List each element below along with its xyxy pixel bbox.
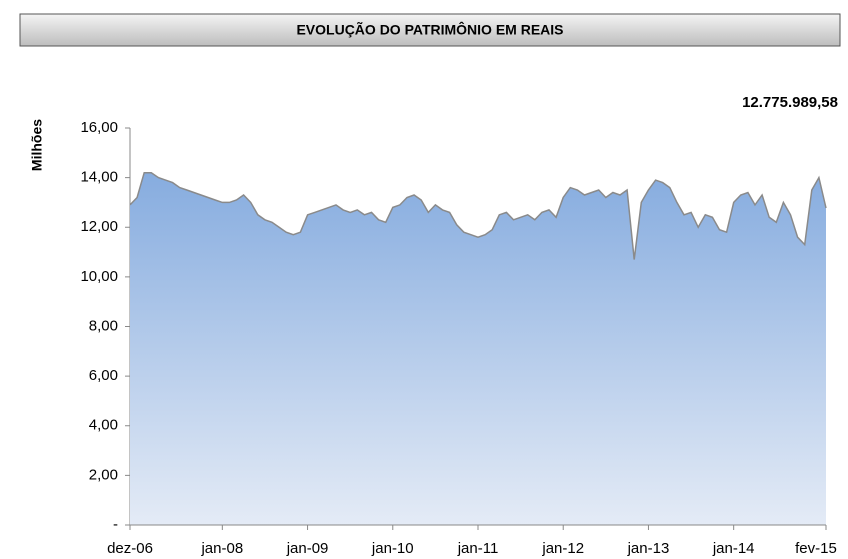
y-axis-label: Milhões [29, 119, 45, 171]
area-line [129, 171, 827, 260]
y-tick-label: 8,00 [89, 317, 118, 334]
y-tick-label: 10,00 [80, 268, 118, 285]
title-bar [19, 13, 841, 47]
y-tick-label: 16,00 [80, 119, 118, 136]
x-tick-label: jan-13 [627, 540, 670, 557]
y-tick-label: 4,00 [89, 417, 118, 434]
x-tick-label: jan-10 [371, 540, 414, 557]
x-tick-label: fev-15 [795, 540, 837, 557]
x-tick-label: jan-09 [286, 540, 329, 557]
y-tick-label: 6,00 [89, 367, 118, 384]
y-tick-label: 14,00 [80, 169, 118, 186]
annotation: 12.775.989,58 [742, 94, 838, 111]
x-tick-label: dez-06 [107, 540, 153, 557]
x-tick-label: jan-08 [200, 540, 243, 557]
y-tick-label: 12,00 [80, 218, 118, 235]
x-tick-label: jan-14 [712, 540, 755, 557]
y-tick-label: - [113, 516, 118, 533]
y-tick-label: 2,00 [89, 466, 118, 483]
x-tick-label: jan-12 [541, 540, 584, 557]
chart-title: EVOLUÇÃO DO PATRIMÔNIO EM REAIS [296, 21, 563, 38]
area-fill [130, 172, 826, 525]
x-tick-label: jan-11 [457, 540, 499, 557]
